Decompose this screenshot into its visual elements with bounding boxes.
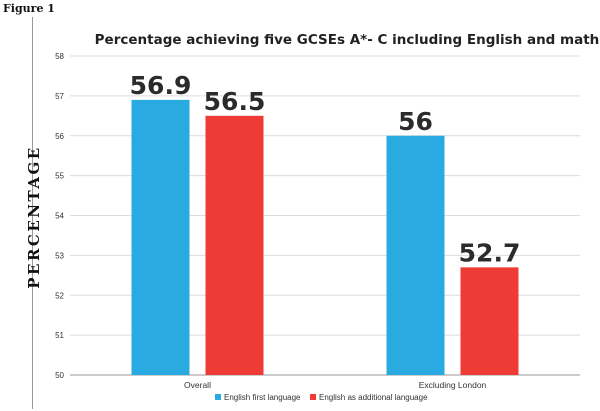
- y-tick-label: 52: [55, 291, 64, 300]
- y-axis-label: PERCENTAGE: [25, 145, 43, 289]
- y-tick-label: 58: [55, 52, 64, 61]
- legend-swatch: [310, 394, 316, 400]
- data-labels: 56.9 56.5 56 52.7: [130, 71, 521, 267]
- bar-first-language: [131, 99, 190, 376]
- y-tick-label: 50: [55, 371, 64, 380]
- y-tick-label: 53: [55, 251, 64, 260]
- y-tick-label: 55: [55, 172, 64, 181]
- legend: English first language English as additio…: [215, 393, 428, 402]
- bar-additional-language: [205, 115, 264, 375]
- y-tick-label: 51: [55, 331, 64, 340]
- legend-label: English as additional language: [319, 393, 428, 402]
- x-category-label: Excluding London: [419, 380, 487, 390]
- bar-first-language: [386, 135, 445, 375]
- bar-data-label: 56.9: [130, 71, 192, 100]
- y-tick-label: 57: [55, 92, 64, 101]
- chart-frame: [32, 17, 599, 409]
- y-axis-ticks: 50 51 52 53 54 55 56 57 58: [55, 52, 64, 380]
- x-axis-categories: Overall Excluding London: [184, 380, 487, 390]
- bar-data-label: 52.7: [459, 238, 521, 267]
- bars: [131, 99, 519, 376]
- bar-data-label: 56.5: [204, 87, 266, 116]
- figure-label: Figure 1: [3, 2, 55, 15]
- bar-additional-language: [460, 267, 519, 375]
- chart-title: Percentage achieving five GCSEs A*- C in…: [95, 32, 600, 48]
- legend-swatch: [215, 394, 221, 400]
- x-category-label: Overall: [184, 380, 211, 390]
- bar-data-label: 56: [398, 107, 433, 136]
- legend-label: English first language: [224, 393, 301, 402]
- y-tick-label: 56: [55, 132, 64, 141]
- y-tick-label: 54: [55, 212, 64, 221]
